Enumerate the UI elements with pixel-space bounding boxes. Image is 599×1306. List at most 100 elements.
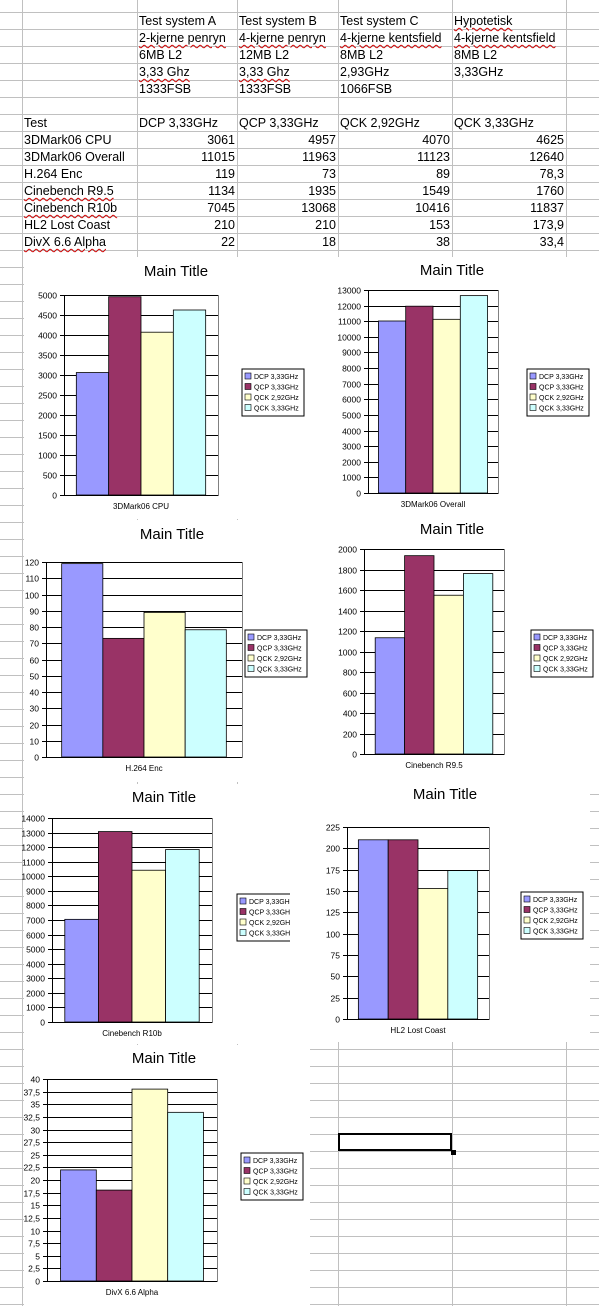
legend-label: QCK 2,92GHz [249,920,294,927]
x-category-label: 3DMark06 Overall [401,500,466,509]
legend-label: QCK 3,33GHz [543,667,588,674]
row-value[interactable]: 1134 [208,184,235,198]
row-value[interactable]: 11123 [417,150,450,164]
system-a-clock[interactable]: 3,33 Ghz [139,65,190,79]
system-c-clock[interactable]: 2,93GHz [340,65,390,79]
chart-3dmark06-cpu[interactable]: Main Title 0 500 1000 1500 2000 2500 3000 3500 40… [24,257,314,519]
row-value[interactable]: 7045 [207,201,235,215]
row-label[interactable]: 3DMark06 Overall [24,150,125,164]
fill-handle[interactable] [451,1150,456,1155]
legend-box [244,629,308,678]
system-a-cores[interactable]: 2-kjerne penryn [139,31,226,45]
system-a-cache[interactable]: 6MB L2 [139,48,183,62]
chart-cinebench-r10b[interactable]: Main Title 0 1000 2000 3000 4000 5000 6000 7000 8… [21,784,314,1044]
row-value[interactable]: 119 [215,167,235,181]
legend-box [236,893,300,942]
selected-cell[interactable] [338,1133,452,1151]
chart-hl2-lost-coast[interactable]: Main Title 0 25 50 75 100 125 150 175 200 225 HL2 L… [290,782,590,1042]
row-value[interactable]: 11963 [302,150,336,164]
table-header-qcp[interactable]: QCP 3,33GHz [239,116,319,130]
system-b-name[interactable]: Test system B [239,14,317,28]
y-tick-label: 6000 [26,931,45,941]
row-value[interactable]: 12640 [529,150,564,164]
row-label[interactable]: HL2 Lost Coast [24,218,111,232]
row-value[interactable]: 10416 [415,201,450,215]
row-value[interactable]: 22 [221,235,235,249]
legend-swatch [529,393,537,401]
legend-label: QCP 3,33GHz [543,646,588,653]
system-d-clock[interactable]: 3,33GHz [454,65,504,79]
row-value[interactable]: 18 [322,235,336,249]
y-tick-label: 110 [25,574,39,584]
chart-3dmark06-overall[interactable]: Main Title 0 1000 2000 3000 4000 5000 6000 7000 8… [310,257,599,519]
system-a-name[interactable]: Test system A [139,14,217,28]
row-value[interactable]: 173,9 [532,218,564,232]
y-tick-label: 9000 [26,887,45,897]
row-value[interactable]: 38 [436,235,450,249]
row-value[interactable]: 73 [322,167,336,181]
system-b-clock[interactable]: 3,33 Ghz [239,65,290,79]
row-value[interactable]: 4957 [308,133,336,147]
row-value[interactable]: 4070 [422,133,450,147]
row-value[interactable]: 89 [436,167,450,181]
row-label[interactable]: Cinebench R9.5 [24,184,114,198]
row-label[interactable]: H.264 Enc [24,167,83,181]
bar-2 [404,555,435,755]
system-c-name[interactable]: Test system C [340,14,419,28]
legend-label: QCK 2,92GHz [533,918,578,925]
system-d-cores[interactable]: 4-kjerne kentsfield [454,31,556,45]
row-label[interactable]: Cinebench R10b [24,201,118,215]
system-a-fsb[interactable]: 1333FSB [139,82,192,96]
system-d-name[interactable]: Hypotetisk [454,14,513,28]
system-c-cores[interactable]: 4-kjerne kentsfield [340,31,442,45]
y-tick-label: 3000 [342,442,361,452]
y-tick-label: 13000 [21,829,45,839]
row-value[interactable]: 153 [429,218,450,232]
legend-box [240,1152,304,1201]
chart-h264-enc[interactable]: Main Title 0 10 20 30 40 50 60 70 80 90 100 110 120 H.… [24,520,314,782]
legend: DCP 3,33GHz QCP 3,33GHz QCK 2,92GHz QCK 3,3… [240,1152,304,1201]
table-header-dcp[interactable]: DCP 3,33GHz [139,116,218,130]
row-value[interactable]: 1549 [422,184,450,198]
row-value[interactable]: 1760 [536,184,564,198]
row-value[interactable]: 3061 [207,133,235,147]
row-label[interactable]: 3DMark06 CPU [24,133,112,147]
system-b-cache[interactable]: 12MB L2 [239,48,290,62]
row-value[interactable]: 4625 [536,133,564,147]
bar-2 [98,831,133,1023]
chart-cinebench-r95[interactable]: Main Title 0 200 400 600 800 1000 1200 1400 1600 1… [310,516,599,782]
legend-label: QCK 2,92GHz [543,656,588,663]
row-value[interactable]: 210 [315,218,336,232]
bar-1 [60,1169,97,1282]
table-header-qck333[interactable]: QCK 3,33GHz [454,116,534,130]
legend-swatch [243,1188,251,1195]
legend-label: QCK 3,33GHz [253,1190,298,1197]
system-b-cores[interactable]: 4-kjerne penryn [239,31,326,45]
system-c-fsb[interactable]: 1066FSB [340,82,393,96]
row-value[interactable]: 1935 [308,184,336,198]
legend-swatch [239,908,247,915]
legend-swatch [247,644,255,651]
y-tick-label: 125 [326,908,340,918]
y-tick-label: 1000 [26,1003,45,1013]
row-value[interactable]: 33,4 [539,235,564,249]
system-d-cache[interactable]: 8MB L2 [454,48,498,62]
x-category-label: 3DMark06 CPU [113,502,169,511]
bar-4 [165,849,200,1023]
row-value[interactable]: 11015 [201,150,235,164]
row-value[interactable]: 11837 [530,201,564,215]
table-header-qck292[interactable]: QCK 2,92GHz [340,116,420,130]
bar-2 [405,305,434,494]
row-value[interactable]: 210 [214,218,235,232]
system-b-fsb[interactable]: 1333FSB [239,82,292,96]
row-value[interactable]: 13068 [301,201,336,215]
table-header-test[interactable]: Test [24,116,47,130]
row-value[interactable]: 78,3 [539,167,564,181]
legend-swatch [523,916,531,924]
legend-label: QCK 3,33GHz [254,406,299,413]
chart-divx-alpha[interactable]: Main Title 0 2,5 5 7,5 10 12,5 15 17,5 20 22,5 25 27… [23,1045,310,1306]
row-label[interactable]: DivX 6.6 Alpha [24,235,106,249]
legend-swatch [244,404,252,411]
y-tick-label: 10 [31,1227,41,1237]
system-c-cache[interactable]: 8MB L2 [340,48,384,62]
